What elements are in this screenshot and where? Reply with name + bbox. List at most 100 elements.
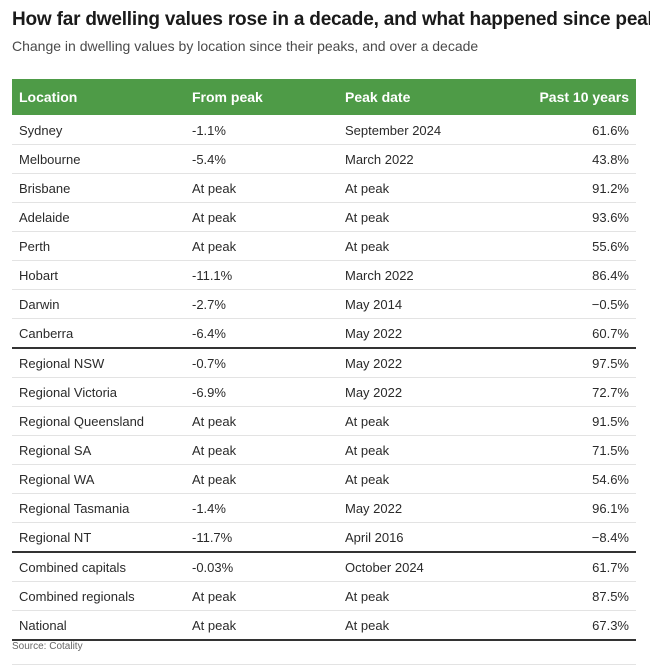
peak-date-cell: May 2022 bbox=[338, 318, 503, 349]
location-cell: Adelaide bbox=[12, 202, 185, 232]
past-10-years-cell: 61.7% bbox=[503, 552, 636, 582]
chart-subtitle: Change in dwelling values by location si… bbox=[12, 38, 479, 54]
table-row: Brisbane At peak At peak 91.2% bbox=[12, 173, 636, 203]
table-row: Regional NSW -0.7% May 2022 97.5% bbox=[12, 348, 636, 378]
location-cell: Regional Victoria bbox=[12, 377, 185, 407]
from-peak-cell: -6.4% bbox=[185, 318, 338, 349]
from-peak-cell: -2.7% bbox=[185, 289, 338, 319]
location-cell: Combined capitals bbox=[12, 552, 185, 582]
column-header-past-10-years: Past 10 years bbox=[539, 89, 629, 105]
table-header-row: Location From peak Peak date Past 10 yea… bbox=[12, 79, 636, 115]
table-row: Regional Queensland At peak At peak 91.5% bbox=[12, 406, 636, 436]
past-10-years-cell: 87.5% bbox=[503, 581, 636, 611]
peak-date-cell: May 2022 bbox=[338, 348, 503, 378]
peak-date-cell: April 2016 bbox=[338, 522, 503, 553]
peak-date-cell: At peak bbox=[338, 202, 503, 232]
peak-date-cell: At peak bbox=[338, 173, 503, 203]
peak-date-cell: March 2022 bbox=[338, 260, 503, 290]
table-row: Regional Victoria -6.9% May 2022 72.7% bbox=[12, 377, 636, 407]
from-peak-cell: At peak bbox=[185, 173, 338, 203]
location-cell: Regional NSW bbox=[12, 348, 185, 378]
peak-date-cell: May 2014 bbox=[338, 289, 503, 319]
from-peak-cell: At peak bbox=[185, 435, 338, 465]
table-row: Regional Tasmania -1.4% May 2022 96.1% bbox=[12, 493, 636, 523]
from-peak-cell: -0.7% bbox=[185, 348, 338, 378]
past-10-years-cell: 54.6% bbox=[503, 464, 636, 494]
from-peak-cell: At peak bbox=[185, 610, 338, 641]
from-peak-cell: At peak bbox=[185, 581, 338, 611]
table-row: Sydney -1.1% September 2024 61.6% bbox=[12, 115, 636, 145]
past-10-years-cell: 61.6% bbox=[503, 115, 636, 145]
source-note: Source: Cotality bbox=[12, 641, 83, 652]
location-cell: Regional WA bbox=[12, 464, 185, 494]
from-peak-cell: -5.4% bbox=[185, 144, 338, 174]
peak-date-cell: At peak bbox=[338, 610, 503, 641]
location-cell: Regional SA bbox=[12, 435, 185, 465]
location-cell: Hobart bbox=[12, 260, 185, 290]
location-cell: Regional Queensland bbox=[12, 406, 185, 436]
table-row: Regional SA At peak At peak 71.5% bbox=[12, 435, 636, 465]
past-10-years-cell: 55.6% bbox=[503, 231, 636, 261]
location-cell: National bbox=[12, 610, 185, 641]
past-10-years-cell: 60.7% bbox=[503, 318, 636, 349]
column-header-peak-date: Peak date bbox=[345, 89, 411, 105]
location-cell: Canberra bbox=[12, 318, 185, 349]
past-10-years-cell: 67.3% bbox=[503, 610, 636, 641]
past-10-years-cell: 96.1% bbox=[503, 493, 636, 523]
column-header-from-peak: From peak bbox=[192, 89, 263, 105]
peak-date-cell: At peak bbox=[338, 231, 503, 261]
table-body: Sydney -1.1% September 2024 61.6% Melbourne -… bbox=[12, 115, 636, 641]
from-peak-cell: At peak bbox=[185, 406, 338, 436]
table-row: Combined regionals At peak At peak 87.5% bbox=[12, 581, 636, 611]
from-peak-cell: At peak bbox=[185, 231, 338, 261]
past-10-years-cell: 86.4% bbox=[503, 260, 636, 290]
past-10-years-cell: −8.4% bbox=[503, 522, 636, 553]
past-10-years-cell: 91.2% bbox=[503, 173, 636, 203]
location-cell: Darwin bbox=[12, 289, 185, 319]
peak-date-cell: October 2024 bbox=[338, 552, 503, 582]
location-cell: Regional NT bbox=[12, 522, 185, 553]
table-row: Melbourne -5.4% March 2022 43.8% bbox=[12, 144, 636, 174]
table-row: Darwin -2.7% May 2014 −0.5% bbox=[12, 289, 636, 319]
from-peak-cell: -6.9% bbox=[185, 377, 338, 407]
past-10-years-cell: 97.5% bbox=[503, 348, 636, 378]
table-row: Regional WA At peak At peak 54.6% bbox=[12, 464, 636, 494]
table-row: National At peak At peak 67.3% bbox=[12, 610, 636, 641]
table-row: Perth At peak At peak 55.6% bbox=[12, 231, 636, 261]
location-cell: Sydney bbox=[12, 115, 185, 145]
peak-date-cell: At peak bbox=[338, 581, 503, 611]
column-header-location: Location bbox=[19, 89, 78, 105]
peak-date-cell: At peak bbox=[338, 435, 503, 465]
chart-title: How far dwelling values rose in a decade… bbox=[12, 9, 650, 30]
from-peak-cell: -0.03% bbox=[185, 552, 338, 582]
location-cell: Melbourne bbox=[12, 144, 185, 174]
from-peak-cell: -11.7% bbox=[185, 522, 338, 553]
location-cell: Regional Tasmania bbox=[12, 493, 185, 523]
peak-date-cell: May 2022 bbox=[338, 493, 503, 523]
table-row: Combined capitals -0.03% October 2024 61.7% bbox=[12, 552, 636, 582]
table-row: Hobart -11.1% March 2022 86.4% bbox=[12, 260, 636, 290]
past-10-years-cell: −0.5% bbox=[503, 289, 636, 319]
peak-date-cell: At peak bbox=[338, 464, 503, 494]
peak-date-cell: March 2022 bbox=[338, 144, 503, 174]
past-10-years-cell: 91.5% bbox=[503, 406, 636, 436]
data-table: Location From peak Peak date Past 10 yea… bbox=[12, 79, 636, 641]
location-cell: Combined regionals bbox=[12, 581, 185, 611]
peak-date-cell: May 2022 bbox=[338, 377, 503, 407]
table-row: Regional NT -11.7% April 2016 −8.4% bbox=[12, 522, 636, 553]
from-peak-cell: At peak bbox=[185, 464, 338, 494]
past-10-years-cell: 71.5% bbox=[503, 435, 636, 465]
from-peak-cell: -1.1% bbox=[185, 115, 338, 145]
bottom-divider bbox=[12, 664, 636, 665]
past-10-years-cell: 72.7% bbox=[503, 377, 636, 407]
table-row: Adelaide At peak At peak 93.6% bbox=[12, 202, 636, 232]
past-10-years-cell: 43.8% bbox=[503, 144, 636, 174]
from-peak-cell: -1.4% bbox=[185, 493, 338, 523]
from-peak-cell: -11.1% bbox=[185, 260, 338, 290]
table-row: Canberra -6.4% May 2022 60.7% bbox=[12, 318, 636, 349]
past-10-years-cell: 93.6% bbox=[503, 202, 636, 232]
location-cell: Perth bbox=[12, 231, 185, 261]
from-peak-cell: At peak bbox=[185, 202, 338, 232]
peak-date-cell: September 2024 bbox=[338, 115, 503, 145]
location-cell: Brisbane bbox=[12, 173, 185, 203]
